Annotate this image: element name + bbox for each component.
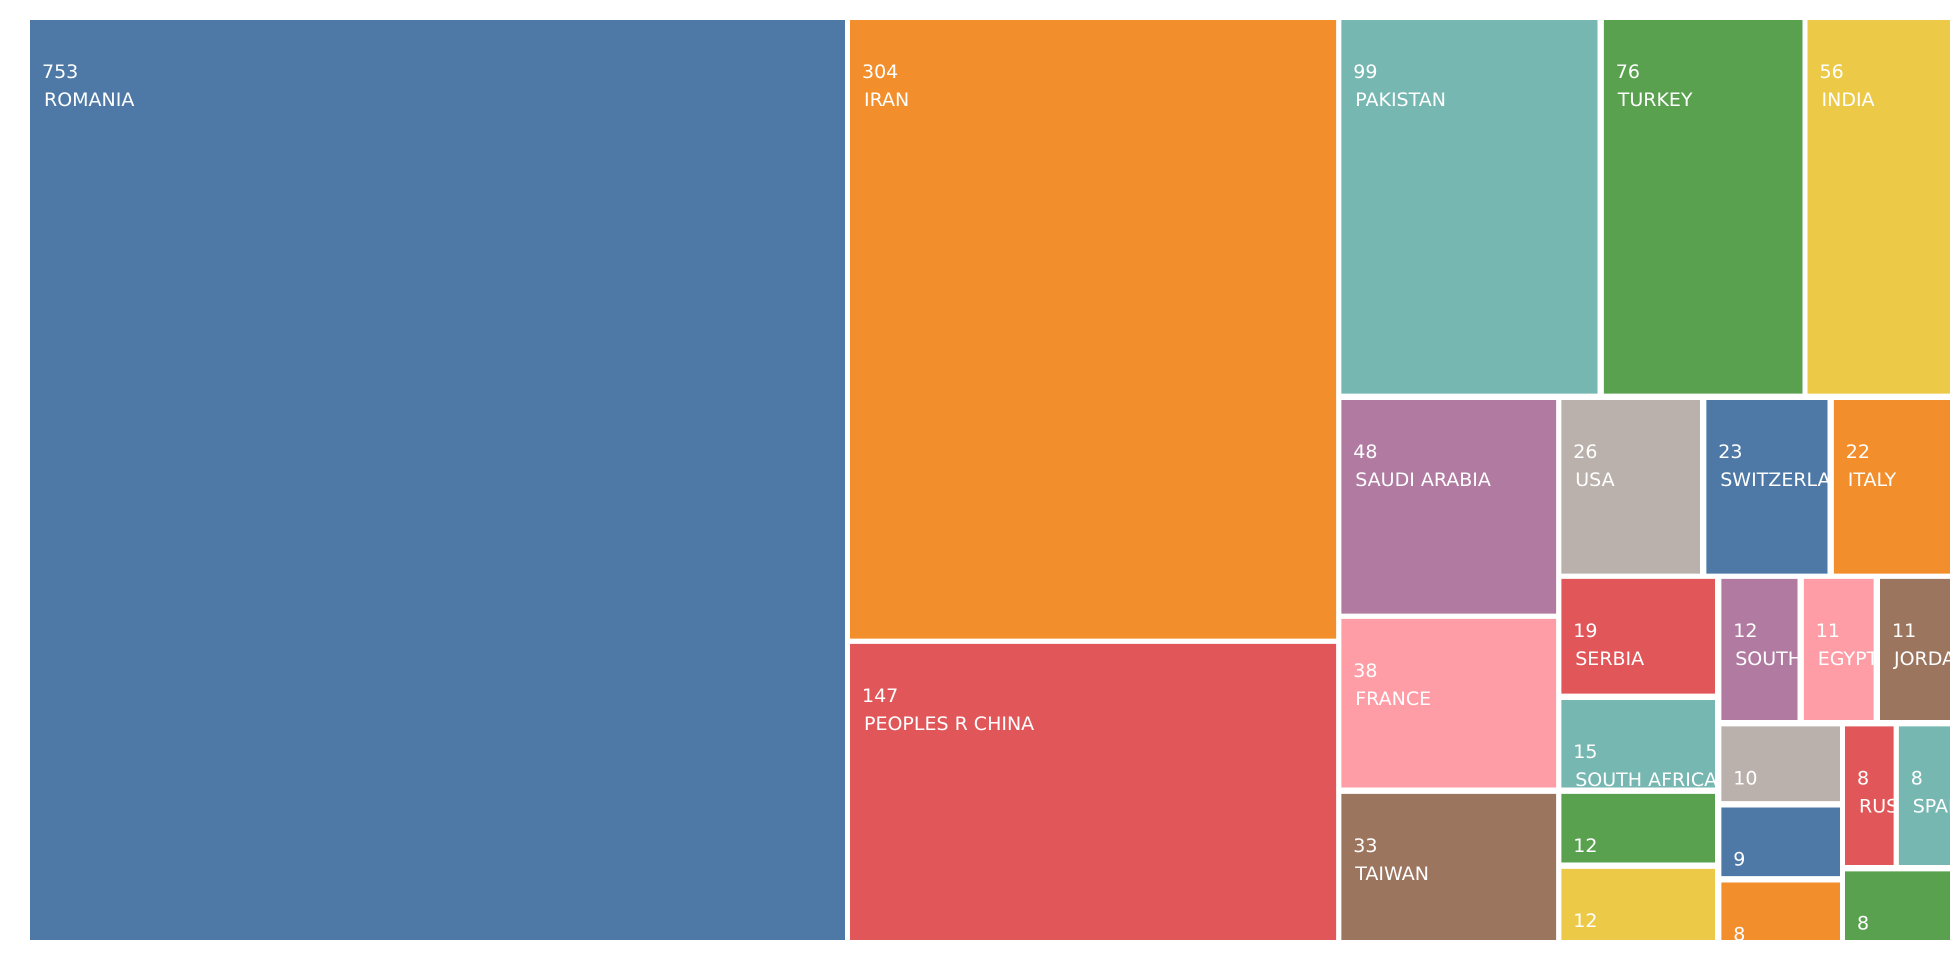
tile-label: IRAN xyxy=(864,89,909,111)
tile-label: PAKISTAN xyxy=(1355,89,1446,111)
tile-rect xyxy=(850,20,1337,639)
tile-label: INDIA xyxy=(1822,89,1875,111)
tile-value: 8 xyxy=(1857,912,1869,934)
tile-rect xyxy=(1561,400,1700,574)
tile-label: USA xyxy=(1575,469,1614,491)
tile: 76 TURKEY xyxy=(1603,20,1803,394)
tile-value: 8 xyxy=(1911,767,1923,789)
tile-label: FRANCE xyxy=(1355,688,1431,710)
tile-value: 12 xyxy=(1573,910,1597,932)
tile-rect xyxy=(1603,20,1803,394)
tile: 12 SOUTH KOREA xyxy=(1721,578,1872,720)
tile-value: 56 xyxy=(1820,61,1844,83)
tile-value: 12 xyxy=(1573,835,1597,857)
tile-rect xyxy=(850,643,1337,940)
tile-label: SERBIA xyxy=(1575,648,1644,670)
tile-rect xyxy=(1721,882,1840,940)
tile-rect xyxy=(1561,700,1715,788)
tile: 753 ROMANIA xyxy=(30,20,845,940)
tile-value: 15 xyxy=(1573,741,1597,763)
tile-value: 9 xyxy=(1733,849,1745,871)
tile-rect xyxy=(1833,400,1950,574)
tile: 12 xyxy=(1561,793,1715,863)
tile-value: 26 xyxy=(1573,441,1597,463)
tile: 56 INDIA xyxy=(1807,20,1950,394)
tile: 8 xyxy=(1721,882,1840,946)
tile: 19 SERBIA xyxy=(1561,578,1715,694)
tile: 38 FRANCE xyxy=(1341,618,1557,788)
tile-value: 33 xyxy=(1353,835,1377,857)
tile: 48 SAUDI ARABIA xyxy=(1341,400,1557,614)
tile-rect xyxy=(1341,20,1598,394)
tile-rect xyxy=(1341,618,1557,788)
tile-label: RUSSIA xyxy=(1859,795,1929,817)
tile-rect xyxy=(1341,793,1557,940)
tile-value: 23 xyxy=(1718,441,1742,463)
tile-value: 99 xyxy=(1353,61,1377,83)
tile: 23 SWITZERLAND xyxy=(1706,400,1859,574)
tile-rect xyxy=(1561,793,1715,863)
tile-value: 22 xyxy=(1846,441,1870,463)
tile-label: TAIWAN xyxy=(1354,863,1429,885)
tile: 8 xyxy=(1845,871,1950,940)
tile-rect xyxy=(1721,807,1840,877)
tile-rect xyxy=(1721,578,1798,720)
tile-label: ROMANIA xyxy=(44,89,134,111)
tile-value: 11 xyxy=(1892,620,1916,642)
tile-value: 38 xyxy=(1353,660,1377,682)
tile-rect xyxy=(1807,20,1950,394)
tile-label: EGYPT xyxy=(1818,648,1879,670)
tile: 147 PEOPLES R CHINA xyxy=(850,643,1337,940)
tile-value: 12 xyxy=(1733,620,1757,642)
tile: 8 RUSSIA xyxy=(1845,726,1929,865)
tile-value: 753 xyxy=(42,61,78,83)
tile: 12 xyxy=(1561,868,1715,940)
tile-value: 8 xyxy=(1857,767,1869,789)
tile: 8 SPAIN xyxy=(1898,726,1960,865)
tile-value: 48 xyxy=(1353,441,1377,463)
tile-rect xyxy=(1341,400,1557,614)
tile-rect xyxy=(1845,726,1894,865)
tile-rect xyxy=(1803,578,1874,720)
tile-rect xyxy=(1706,400,1828,574)
tile-label: SAUDI ARABIA xyxy=(1355,469,1491,491)
tile-label: TURKEY xyxy=(1617,89,1693,111)
tile-label: SPAIN xyxy=(1913,795,1960,817)
tile: 10 xyxy=(1721,726,1840,802)
tile: 15 SOUTH AFRICA xyxy=(1561,700,1717,791)
tile-label: SOUTH AFRICA xyxy=(1575,769,1717,791)
tile-value: 147 xyxy=(862,685,898,707)
tile-value: 304 xyxy=(862,61,898,83)
tile: 11 EGYPT xyxy=(1803,578,1879,720)
tile-label: SOUTH KOREA xyxy=(1735,648,1872,670)
tile-value: 76 xyxy=(1616,61,1640,83)
tile-rect xyxy=(1898,726,1950,865)
tile-rect xyxy=(1880,578,1950,720)
tile-label: ITALY xyxy=(1848,469,1897,491)
tile: 33 TAIWAN xyxy=(1341,793,1557,940)
tile-label: PEOPLES R CHINA xyxy=(864,713,1034,735)
tile: 11 JORDAN xyxy=(1880,578,1960,720)
tile-value: 10 xyxy=(1733,767,1757,789)
tile: 9 xyxy=(1721,807,1840,877)
tile: 22 ITALY xyxy=(1833,400,1950,574)
tile-rect xyxy=(1561,578,1715,694)
tile-rect xyxy=(30,20,845,940)
tile-value: 19 xyxy=(1573,620,1597,642)
tile: 99 PAKISTAN xyxy=(1341,20,1598,394)
tile-value: 8 xyxy=(1733,924,1745,946)
tile-rect xyxy=(1721,726,1840,802)
tile: 304 IRAN xyxy=(850,20,1337,639)
tile: 26 USA xyxy=(1561,400,1700,574)
tile-value: 11 xyxy=(1816,620,1840,642)
tile-label: SWITZERLAND xyxy=(1720,469,1859,491)
tile-rect xyxy=(1845,871,1950,940)
tile-label: JORDAN xyxy=(1893,648,1960,670)
tile-rect xyxy=(1561,868,1715,940)
